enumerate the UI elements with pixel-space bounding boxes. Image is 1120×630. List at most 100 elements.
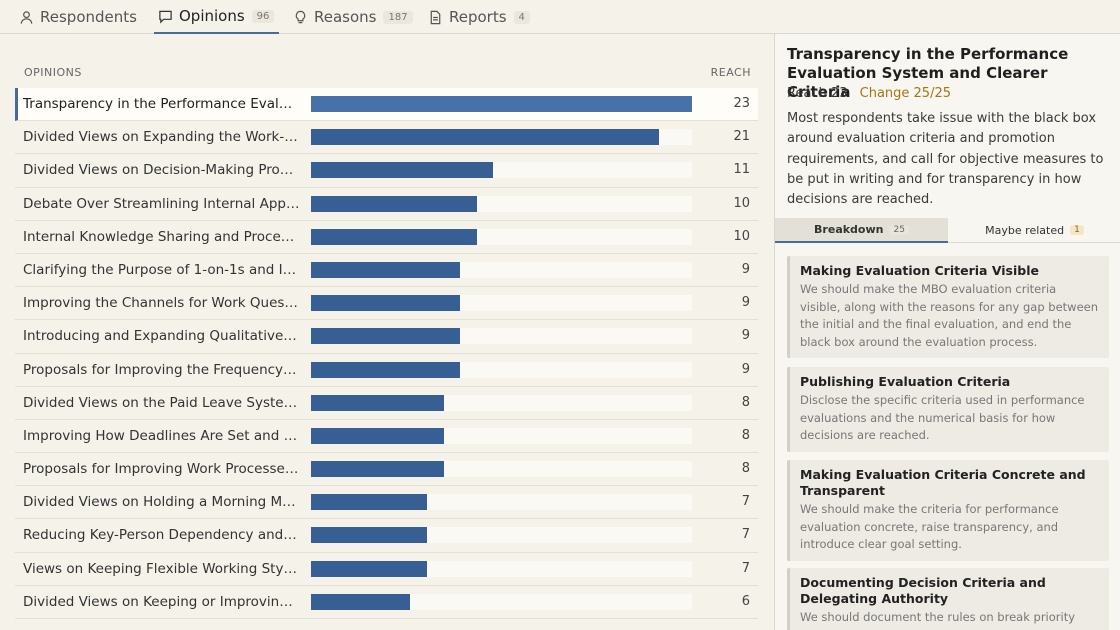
reach-bar bbox=[311, 494, 427, 511]
reach-bar-track bbox=[311, 96, 692, 112]
reach-value: 10 bbox=[733, 228, 750, 244]
tab-reports[interactable]: Reports 4 bbox=[428, 0, 530, 34]
opinion-row[interactable]: Internal Knowledge Sharing and Process I… bbox=[15, 221, 758, 254]
opinion-label: Debate Over Streamlining Internal Approv… bbox=[23, 195, 300, 212]
reach-value: 21 bbox=[733, 129, 750, 145]
reach-bar bbox=[311, 162, 493, 179]
tab-label: Opinions bbox=[179, 7, 245, 25]
reach-bar-track bbox=[311, 527, 692, 544]
reach-bar bbox=[311, 129, 659, 146]
subtab-count: 1 bbox=[1070, 225, 1084, 235]
opinion-row[interactable]: Introducing and Expanding Qualitative Cr… bbox=[15, 320, 758, 354]
reach-value: 7 bbox=[741, 494, 750, 510]
document-icon bbox=[430, 10, 441, 24]
opinion-label: Improving How Deadlines Are Set and Stre… bbox=[23, 427, 300, 444]
opinion-row[interactable]: Divided Views on Decision-Making Process… bbox=[15, 154, 758, 188]
breakdown-card[interactable]: Publishing Evaluation Criteria Disclose … bbox=[787, 367, 1109, 452]
opinion-row[interactable]: Divided Views on Expanding the Work-from… bbox=[15, 121, 758, 155]
change-label: Change 25/25 bbox=[859, 86, 951, 101]
opinion-label: Proposals for Improving the Frequency an… bbox=[23, 361, 300, 378]
opinion-label: Clarifying the Purpose of 1-on-1s and Im… bbox=[23, 261, 300, 278]
detail-panel: Transparency in the Performance Evaluati… bbox=[774, 34, 1120, 630]
reach-bar bbox=[311, 427, 444, 444]
tab-label: Reports bbox=[449, 8, 507, 26]
card-body: We should make the criteria for performa… bbox=[800, 502, 1059, 551]
opinion-label: Internal Knowledge Sharing and Process I… bbox=[23, 228, 300, 245]
breakdown-card[interactable]: Making Evaluation Criteria Visible We sh… bbox=[787, 256, 1109, 358]
detail-meta: Reach 23 Change 25/25 bbox=[787, 86, 951, 101]
top-tab-bar: Respondents Opinions 96 Reasons 187 Repo… bbox=[0, 0, 1120, 34]
reach-value: 8 bbox=[741, 461, 750, 477]
reach-value: 9 bbox=[741, 328, 750, 344]
tab-respondents[interactable]: Respondents bbox=[19, 0, 137, 34]
tab-label: Reasons bbox=[314, 8, 377, 26]
card-title: Making Evaluation Criteria Visible bbox=[800, 263, 1039, 278]
reach-bar-track bbox=[311, 162, 692, 179]
reach-value: 11 bbox=[733, 162, 750, 178]
opinion-label: Introducing and Expanding Qualitative Cr… bbox=[23, 328, 300, 345]
reach-bar-track bbox=[311, 328, 692, 345]
reach-bar bbox=[311, 295, 460, 312]
reach-bar-track bbox=[311, 461, 692, 478]
reach-bar bbox=[311, 394, 444, 411]
card-body: Disclose the specific criteria used in p… bbox=[800, 393, 1085, 442]
opinion-row[interactable]: Divided Views on Keeping or Improving th… bbox=[15, 586, 758, 619]
card-title: Publishing Evaluation Criteria bbox=[800, 374, 1011, 389]
subtab-maybe-related[interactable]: Maybe related 1 bbox=[948, 218, 1120, 243]
reach-bar bbox=[311, 527, 427, 544]
reach-bar bbox=[311, 228, 477, 245]
opinion-row[interactable]: Improving How Deadlines Are Set and Stre… bbox=[15, 420, 758, 454]
reach-bar-track bbox=[311, 593, 692, 610]
subtab-label: Maybe related bbox=[985, 223, 1065, 237]
detail-description: Most respondents take issue with the bla… bbox=[787, 111, 1104, 208]
tab-count: 96 bbox=[251, 9, 275, 23]
card-body: We should document the rules on break pr… bbox=[800, 610, 1076, 630]
opinion-row[interactable]: Improving the Channels for Work Question… bbox=[15, 287, 758, 321]
lightbulb-icon bbox=[295, 10, 306, 23]
opinion-row[interactable]: Clarifying the Purpose of 1-on-1s and Im… bbox=[15, 254, 758, 288]
tab-reasons[interactable]: Reasons 187 bbox=[293, 0, 413, 34]
speech-bubble-icon bbox=[159, 10, 172, 24]
subtab-breakdown[interactable]: Breakdown 25 bbox=[775, 218, 948, 243]
card-title: Documenting Decision Criteria and Delega… bbox=[800, 575, 1046, 606]
reach-bar bbox=[311, 361, 460, 378]
reach-value: 7 bbox=[741, 527, 750, 543]
opinion-row[interactable]: Proposals for Improving the Frequency an… bbox=[15, 354, 758, 387]
card-title: Making Evaluation Criteria Concrete and … bbox=[800, 467, 1086, 498]
opinion-label: Divided Views on the Paid Leave System a… bbox=[23, 394, 300, 411]
reach-bar bbox=[311, 593, 410, 610]
column-header-opinions: OPINIONS bbox=[24, 66, 82, 79]
reach-bar-track bbox=[311, 560, 692, 577]
reach-bar-track bbox=[311, 129, 692, 146]
breakdown-card[interactable]: Making Evaluation Criteria Concrete and … bbox=[787, 460, 1109, 561]
opinion-row[interactable]: Views on Keeping Flexible Working Styles… bbox=[15, 553, 758, 586]
reach-value: 8 bbox=[741, 394, 750, 410]
opinion-row[interactable]: Divided Views on the Paid Leave System a… bbox=[15, 387, 758, 420]
opinion-label: Divided Views on Decision-Making Process… bbox=[23, 162, 300, 179]
opinion-row[interactable]: Debate Over Streamlining Internal Approv… bbox=[15, 188, 758, 221]
opinion-label: Divided Views on Keeping or Improving th… bbox=[23, 593, 300, 610]
list-header: OPINIONS REACH bbox=[24, 66, 751, 79]
breakdown-card[interactable]: Documenting Decision Criteria and Delega… bbox=[787, 568, 1109, 630]
opinion-label: Improving the Channels for Work Question… bbox=[23, 295, 300, 312]
reach-bar-track bbox=[311, 195, 692, 212]
opinion-row[interactable]: Proposals for Improving Work Processes a… bbox=[15, 453, 758, 487]
opinion-row[interactable]: Reducing Key-Person Dependency and Stand… bbox=[15, 519, 758, 553]
reach-value: 9 bbox=[741, 261, 750, 277]
tab-label: Respondents bbox=[40, 8, 137, 26]
reach-bar bbox=[311, 195, 477, 212]
reach-bar-track bbox=[311, 361, 692, 378]
opinion-row[interactable]: Transparency in the Performance Evaluati… bbox=[15, 88, 758, 122]
reach-value: 23 bbox=[733, 96, 750, 111]
reach-value: 10 bbox=[733, 195, 750, 211]
reach-value: 9 bbox=[741, 295, 750, 311]
reach-bar bbox=[311, 560, 427, 577]
detail-title: Transparency in the Performance Evaluati… bbox=[787, 45, 1069, 101]
reach-label: Reach 23 bbox=[787, 86, 848, 101]
opinion-row[interactable]: Divided Views on Holding a Morning Meeti… bbox=[15, 486, 758, 520]
card-body: We should make the MBO evaluation criter… bbox=[800, 282, 1099, 349]
reach-bar-track bbox=[311, 228, 692, 245]
tab-opinions[interactable]: Opinions 96 bbox=[154, 0, 280, 34]
opinion-label: Divided Views on Expanding the Work-from… bbox=[23, 129, 300, 146]
reach-bar-track bbox=[311, 261, 692, 278]
